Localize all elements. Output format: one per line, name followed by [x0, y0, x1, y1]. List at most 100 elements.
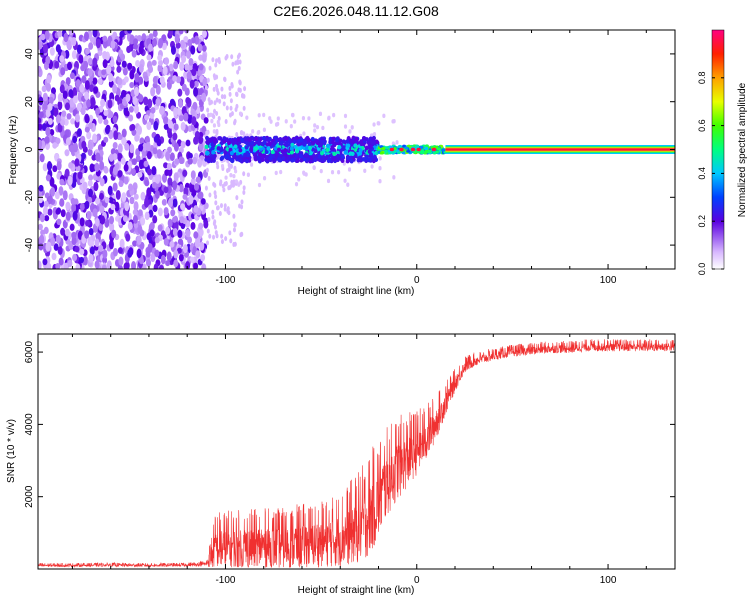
spectrogram-cell [241, 93, 245, 99]
spectrogram-cell [214, 200, 218, 206]
spectrogram-cell [69, 72, 75, 80]
spectrogram-cell [70, 118, 76, 125]
spectrogram-cell [137, 224, 143, 234]
spectrogram-cell [232, 173, 236, 179]
spectrogram-cell [48, 96, 54, 105]
spectrogram-cell [234, 60, 238, 66]
spectrogram-cell [269, 119, 273, 124]
spectrogram-cell [41, 85, 47, 93]
spectrogram-cell [143, 75, 149, 82]
spectrogram-cell [392, 175, 396, 180]
spectrogram-cell [215, 233, 219, 239]
spectrogram-cell [319, 168, 323, 174]
spectrogram-cell [379, 151, 384, 155]
spectrogram-cell [214, 194, 218, 200]
spectrogram-cell [367, 149, 372, 154]
spectrogram-cell [205, 130, 209, 136]
spectrogram-cell [76, 128, 82, 137]
spectrogram-cell [193, 231, 199, 239]
spectrogram-cell [204, 85, 208, 91]
spectrogram-cell [343, 178, 347, 183]
spectrogram-cell [78, 54, 84, 64]
spectrogram-cell [166, 251, 172, 262]
spectrogram-cell [71, 231, 77, 239]
spectrogram-cell [392, 118, 396, 124]
spectrogram-cell [156, 149, 162, 159]
spectrogram-cell [69, 145, 75, 153]
spectrogram-cell [38, 96, 44, 106]
spectrogram-cell [45, 55, 51, 65]
spectrogram-cell [109, 215, 115, 225]
spectrogram-cell [223, 206, 227, 212]
spectrogram-cell [146, 54, 152, 61]
spectrogram-cell [101, 264, 107, 269]
spectrogram-cell [116, 65, 122, 73]
spectrogram-cell [239, 232, 243, 238]
spectrogram-cell [218, 98, 222, 104]
spectrogram-cell [272, 158, 277, 164]
spectrogram-cell [143, 96, 149, 106]
spectrogram-cell [167, 177, 173, 186]
spectrogram-cell [257, 182, 262, 188]
spectrogram-y-label: Frequency (Hz) [8, 116, 19, 185]
spectrogram-cell [313, 157, 318, 163]
spectrogram-cell [154, 249, 160, 258]
spectrogram-cell [193, 86, 199, 97]
spectrogram-cell [179, 61, 185, 71]
spectrogram-cell [194, 238, 200, 249]
spectrogram-cell [112, 182, 118, 192]
spectrogram-cell [103, 166, 109, 174]
spectrogram-cell [144, 198, 150, 208]
spectrogram-cell [87, 148, 93, 156]
spectrogram-cell [138, 143, 144, 152]
spectrogram-cell [289, 146, 294, 151]
spectrogram-cell [222, 101, 226, 107]
spectrogram-cell [149, 229, 155, 237]
spectrogram-cell [191, 68, 197, 77]
spectrogram-cell [230, 111, 234, 117]
spectrogram-cell [204, 185, 208, 191]
spectrogram-cell [65, 211, 71, 221]
spectrogram-cell [200, 198, 206, 205]
y-tick-label: 40 [24, 48, 35, 60]
spectrogram-cell [163, 116, 169, 125]
spectrogram-cell [232, 182, 236, 188]
spectrogram-cell [136, 125, 142, 136]
spectrogram-cell [127, 30, 133, 34]
spectrogram-cell [294, 153, 299, 159]
spectrogram-cell [256, 130, 260, 136]
spectrogram-cell [38, 41, 43, 50]
colorbar-tick-label: 0.2 [697, 215, 707, 228]
spectrogram-cell [88, 174, 94, 181]
spectrogram-cell [132, 209, 138, 216]
spectrogram-cell [320, 150, 325, 156]
spectrogram-cell [205, 151, 210, 156]
spectrogram-cell [55, 208, 61, 215]
spectrogram-cell [152, 215, 158, 224]
spectrogram-cell [315, 138, 320, 144]
spectrogram-cell [72, 95, 78, 104]
spectrogram-cell [72, 87, 78, 97]
spectrogram-cell [53, 243, 59, 251]
spectrogram-cell [209, 112, 213, 118]
spectrogram-cell [254, 146, 259, 151]
spectrogram-cell [220, 233, 224, 239]
spectrogram-cell [189, 256, 195, 263]
spectrogram-cell [68, 89, 74, 98]
spectrogram-cell [187, 114, 193, 125]
spectrogram-cell [310, 141, 315, 146]
spectrogram-cell [149, 221, 155, 230]
spectrogram-cell [197, 158, 203, 168]
spectrogram-cell [129, 196, 135, 205]
spectrogram-cell [117, 77, 123, 86]
spectrogram-cell [251, 129, 255, 134]
spectrogram-cell [247, 137, 252, 143]
spectrogram-cell [97, 78, 103, 85]
spectrogram-cell [194, 183, 200, 191]
spectrogram-cell [111, 229, 117, 239]
spectrogram-cell [131, 260, 137, 269]
spectrogram-cell [178, 253, 184, 262]
spectrogram-cell [243, 86, 247, 92]
spectrogram-cell [218, 59, 222, 65]
spectrogram-cell [156, 138, 162, 147]
